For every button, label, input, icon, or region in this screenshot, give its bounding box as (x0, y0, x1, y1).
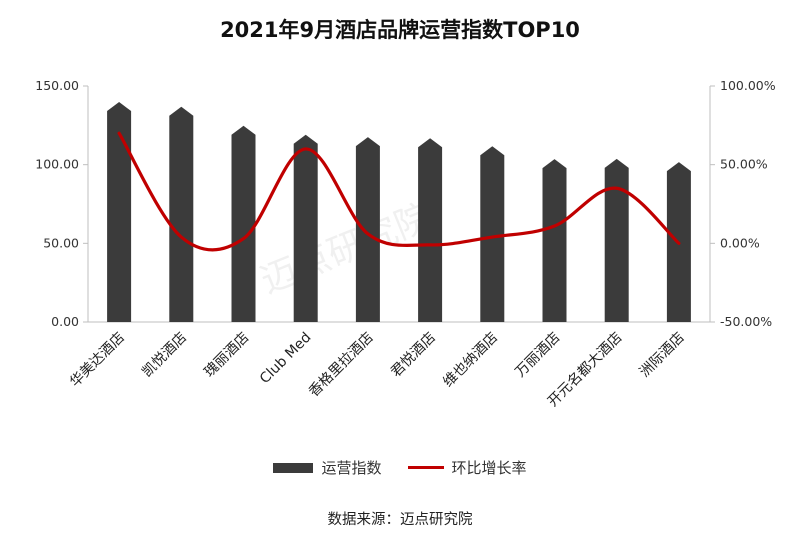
legend: 运营指数 环比增长率 (0, 457, 800, 478)
bar (169, 106, 194, 322)
legend-item-bar: 运营指数 (273, 457, 382, 478)
bar (231, 125, 256, 323)
x-tick-label: 华美达酒店 (67, 330, 128, 391)
legend-swatch-line (407, 466, 444, 469)
y-left-tick-label: 100.00 (35, 157, 79, 172)
source-note: 数据来源：迈点研究院 (327, 512, 473, 528)
growth-rate-line (117, 131, 681, 252)
chart-title: 2021年9月酒店品牌运营指数TOP10 (220, 18, 580, 42)
x-tick-label: Club Med (257, 330, 315, 388)
y-right-tick-label: 50.00% (720, 157, 768, 172)
bar (480, 146, 505, 322)
legend-label-line: 环比增长率 (451, 459, 527, 477)
x-tick-label: 洲际酒店 (637, 330, 688, 381)
bar (293, 134, 318, 322)
legend-swatch-bar (273, 462, 314, 473)
x-tick-label: 君悦酒店 (388, 330, 439, 381)
y-right-tick-label: -50.00% (720, 314, 772, 329)
y-left-tick-label: 150.00 (35, 78, 79, 93)
y-right-tick-label: 100.00% (720, 78, 776, 93)
bar (107, 102, 132, 322)
x-tick-label: 凯悦酒店 (139, 330, 190, 381)
y-left-tick-label: 50.00 (43, 235, 79, 250)
bar (418, 138, 443, 322)
bar (604, 158, 629, 322)
x-tick-label: 瑰丽酒店 (201, 330, 252, 381)
bar (355, 137, 380, 322)
legend-label-bar: 运营指数 (321, 459, 382, 477)
x-tick-label: 万丽酒店 (512, 330, 563, 381)
legend-item-line: 环比增长率 (407, 457, 527, 478)
y-left-tick-label: 0.00 (51, 314, 79, 329)
y-right-tick-label: 0.00% (720, 235, 760, 250)
bar (542, 159, 567, 322)
x-tick-label: 维也纳酒店 (440, 330, 501, 391)
x-tick-label: 香格里拉酒店 (306, 330, 377, 401)
